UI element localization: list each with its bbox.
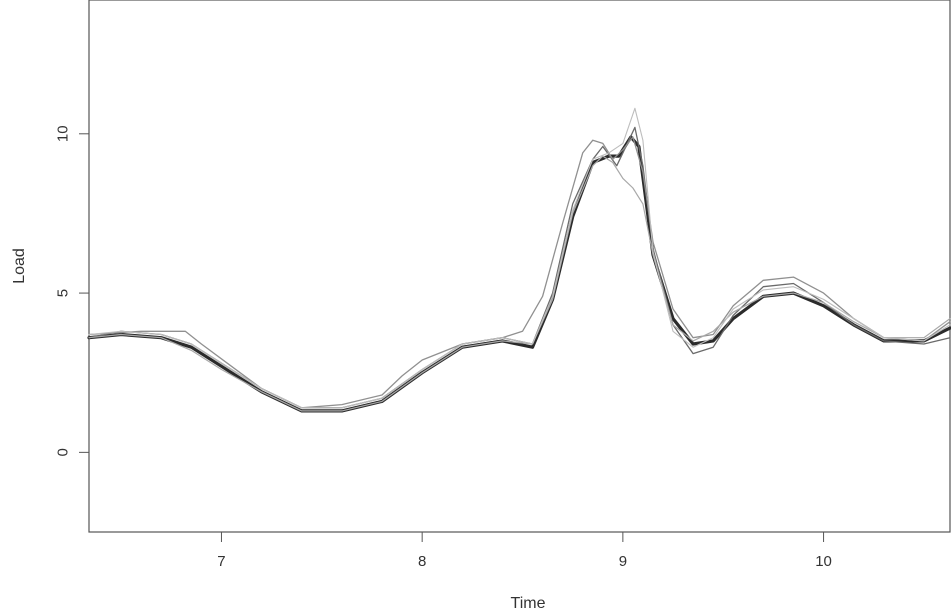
series-group bbox=[87, 107, 951, 413]
y-axis: 0 5 10 bbox=[55, 125, 89, 457]
y-axis-label: Load bbox=[11, 248, 28, 284]
y-tick-label: 5 bbox=[55, 289, 72, 297]
x-axis: 7 8 9 10 bbox=[217, 532, 832, 570]
plot-frame bbox=[88, 0, 951, 533]
x-tick-label: 8 bbox=[418, 553, 426, 570]
y-tick-label: 0 bbox=[55, 448, 72, 456]
series-line-1 bbox=[87, 135, 951, 413]
x-tick-label: 10 bbox=[815, 553, 832, 570]
y-tick-label: 10 bbox=[55, 125, 72, 142]
x-tick-label: 7 bbox=[217, 553, 225, 570]
x-tick-label: 9 bbox=[619, 553, 627, 570]
series-line-4 bbox=[88, 155, 951, 412]
series-line-5 bbox=[88, 107, 951, 409]
x-axis-label: Time bbox=[511, 595, 546, 612]
